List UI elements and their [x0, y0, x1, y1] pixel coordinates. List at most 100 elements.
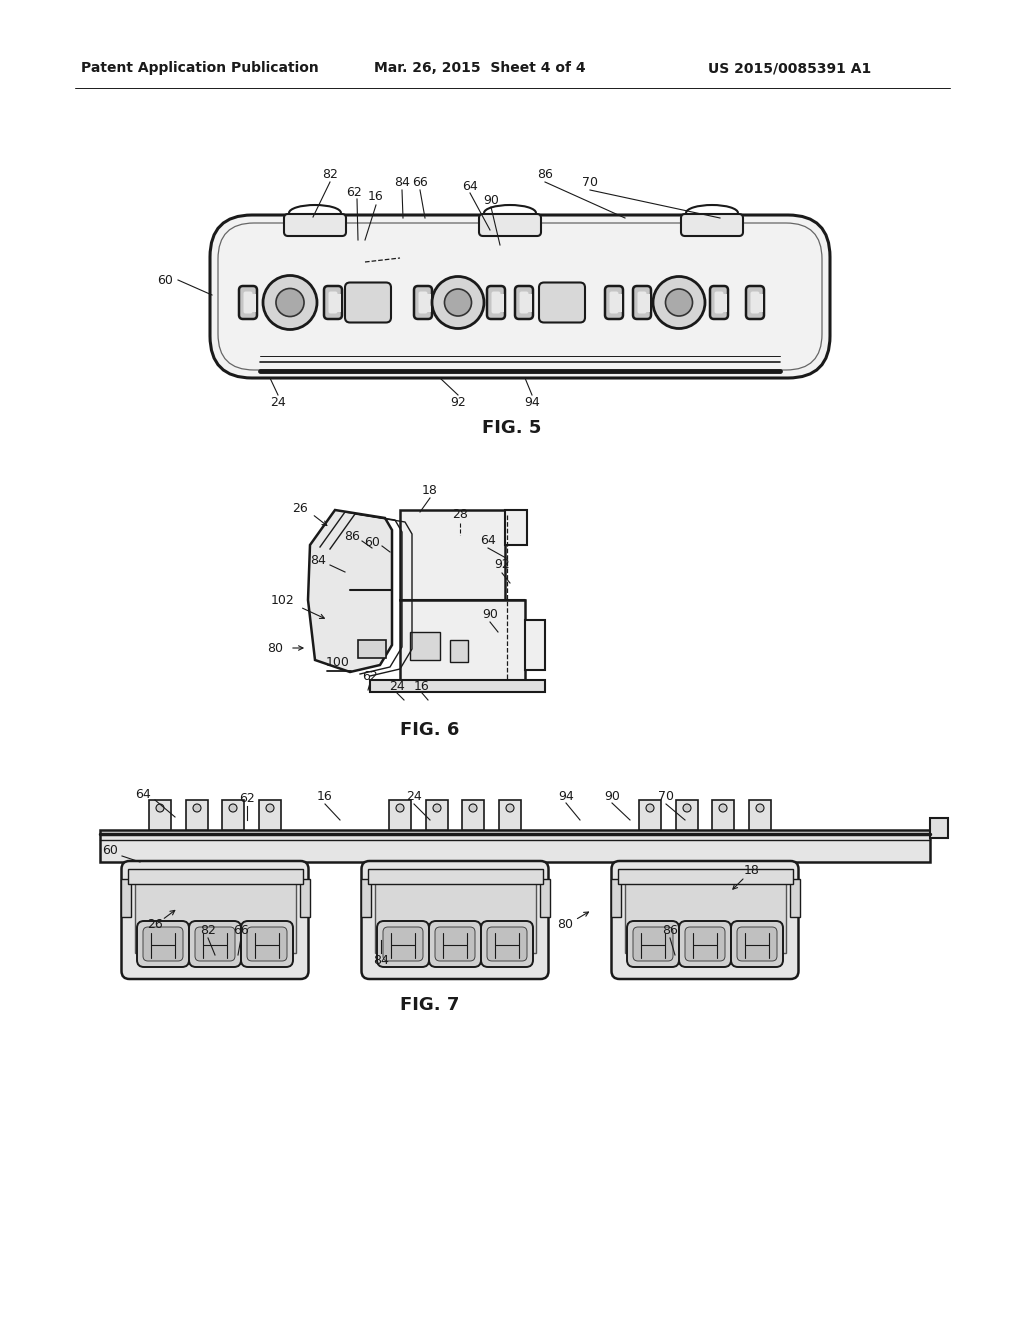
Bar: [790, 879, 800, 917]
Bar: [121, 879, 130, 917]
Text: US 2015/0085391 A1: US 2015/0085391 A1: [709, 61, 871, 75]
Circle shape: [469, 804, 477, 812]
FancyBboxPatch shape: [487, 286, 505, 319]
Bar: [259, 800, 281, 830]
Bar: [150, 800, 171, 830]
Bar: [100, 830, 930, 862]
FancyBboxPatch shape: [609, 292, 618, 314]
Bar: [643, 293, 649, 312]
FancyBboxPatch shape: [324, 286, 342, 319]
Circle shape: [193, 804, 201, 812]
FancyBboxPatch shape: [481, 921, 534, 968]
Bar: [525, 620, 545, 671]
Text: 66: 66: [233, 924, 249, 936]
Text: 100: 100: [326, 656, 350, 669]
Text: 86: 86: [663, 924, 678, 936]
FancyBboxPatch shape: [195, 927, 234, 961]
FancyBboxPatch shape: [122, 861, 308, 979]
Text: FIG. 7: FIG. 7: [400, 997, 460, 1014]
FancyBboxPatch shape: [633, 927, 673, 961]
FancyBboxPatch shape: [284, 214, 346, 236]
FancyBboxPatch shape: [737, 927, 777, 961]
FancyBboxPatch shape: [679, 921, 731, 968]
Text: 90: 90: [482, 609, 498, 622]
Text: 18: 18: [744, 863, 760, 876]
Text: 16: 16: [317, 791, 333, 804]
Bar: [389, 800, 411, 830]
FancyBboxPatch shape: [605, 286, 623, 319]
Text: 94: 94: [524, 396, 540, 408]
Bar: [424, 293, 430, 312]
Circle shape: [263, 276, 317, 330]
Text: 70: 70: [658, 791, 674, 804]
Bar: [368, 869, 543, 884]
Circle shape: [683, 804, 691, 812]
Text: 84: 84: [394, 177, 410, 190]
Text: 24: 24: [407, 791, 422, 804]
Text: 26: 26: [292, 502, 308, 515]
Text: 18: 18: [422, 483, 438, 496]
Text: 60: 60: [102, 845, 118, 858]
FancyBboxPatch shape: [419, 292, 427, 314]
Circle shape: [275, 289, 304, 317]
Bar: [360, 879, 371, 917]
Bar: [462, 800, 484, 830]
Text: 64: 64: [135, 788, 151, 801]
Bar: [370, 680, 545, 692]
Polygon shape: [308, 510, 392, 672]
FancyBboxPatch shape: [361, 861, 549, 979]
Text: 60: 60: [365, 536, 380, 549]
Bar: [358, 640, 386, 657]
Text: 64: 64: [462, 180, 478, 193]
Text: 82: 82: [200, 924, 216, 936]
Text: 66: 66: [412, 177, 428, 190]
FancyBboxPatch shape: [681, 214, 743, 236]
Text: 84: 84: [373, 953, 389, 966]
FancyBboxPatch shape: [329, 292, 338, 314]
Circle shape: [266, 804, 274, 812]
Text: 80: 80: [557, 919, 573, 932]
Text: 102: 102: [271, 594, 295, 606]
Text: 84: 84: [310, 553, 326, 566]
Circle shape: [756, 804, 764, 812]
Bar: [712, 800, 734, 830]
Text: 16: 16: [368, 190, 384, 203]
Bar: [410, 632, 440, 660]
Text: 64: 64: [480, 533, 496, 546]
Bar: [134, 873, 296, 953]
Text: 90: 90: [604, 789, 620, 803]
FancyBboxPatch shape: [239, 286, 257, 319]
Text: 82: 82: [323, 169, 338, 181]
Bar: [222, 800, 244, 830]
FancyBboxPatch shape: [429, 921, 481, 968]
Text: 16: 16: [414, 680, 430, 693]
Bar: [505, 510, 527, 545]
Text: 24: 24: [389, 680, 404, 693]
Circle shape: [433, 804, 441, 812]
FancyBboxPatch shape: [435, 927, 475, 961]
Bar: [400, 510, 505, 601]
FancyBboxPatch shape: [492, 292, 501, 314]
FancyBboxPatch shape: [247, 927, 287, 961]
Text: 86: 86: [537, 169, 553, 181]
Circle shape: [666, 289, 692, 315]
Bar: [720, 293, 726, 312]
Text: 92: 92: [451, 396, 466, 408]
Text: Mar. 26, 2015  Sheet 4 of 4: Mar. 26, 2015 Sheet 4 of 4: [374, 61, 586, 75]
Bar: [676, 800, 698, 830]
Bar: [610, 879, 621, 917]
FancyBboxPatch shape: [189, 921, 241, 968]
Text: 62: 62: [362, 669, 378, 682]
Bar: [499, 800, 521, 830]
Bar: [450, 640, 468, 663]
FancyBboxPatch shape: [137, 921, 189, 968]
Text: 70: 70: [582, 177, 598, 190]
Text: 86: 86: [344, 531, 360, 544]
Text: 80: 80: [267, 642, 283, 655]
Circle shape: [444, 289, 471, 315]
FancyBboxPatch shape: [751, 292, 760, 314]
Bar: [525, 293, 531, 312]
Bar: [249, 293, 256, 312]
FancyBboxPatch shape: [383, 927, 423, 961]
Bar: [400, 601, 525, 680]
